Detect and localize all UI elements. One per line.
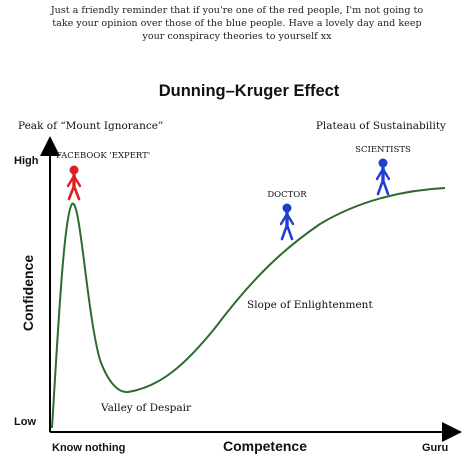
y-axis-high-label: High xyxy=(14,155,39,167)
y-axis-title: Confidence xyxy=(20,255,36,331)
scientists-figure-icon xyxy=(375,158,391,196)
caption-line-2: take your opinion over those of the blue… xyxy=(52,18,422,29)
scientists-label: SCIENTISTS xyxy=(355,145,411,155)
confidence-curve xyxy=(51,187,446,429)
plateau-label: Plateau of Sustainability xyxy=(316,120,446,132)
x-axis-high-label: Guru xyxy=(422,442,448,454)
doctor-label: DOCTOR xyxy=(267,190,307,200)
slope-label: Slope of Enlightenment xyxy=(247,299,373,311)
facebook-expert-figure-icon xyxy=(66,165,82,201)
caption-line-3: your conspiracy theories to yourself xx xyxy=(142,31,332,42)
caption-line-1: Just a friendly reminder that if you're … xyxy=(50,5,424,16)
doctor-figure-icon xyxy=(279,203,295,241)
caption-text: Just a friendly reminder that if you're … xyxy=(0,4,474,43)
diagram-title: Dunning–Kruger Effect xyxy=(159,82,340,100)
valley-label: Valley of Despair xyxy=(100,402,192,414)
x-axis-low-label: Know nothing xyxy=(52,442,125,454)
x-axis-title: Competence xyxy=(223,438,307,454)
y-axis-low-label: Low xyxy=(14,416,36,428)
facebook-expert-label: FACEBOOK 'EXPERT' xyxy=(56,151,150,161)
peak-label: Peak of “Mount Ignorance” xyxy=(18,120,163,132)
